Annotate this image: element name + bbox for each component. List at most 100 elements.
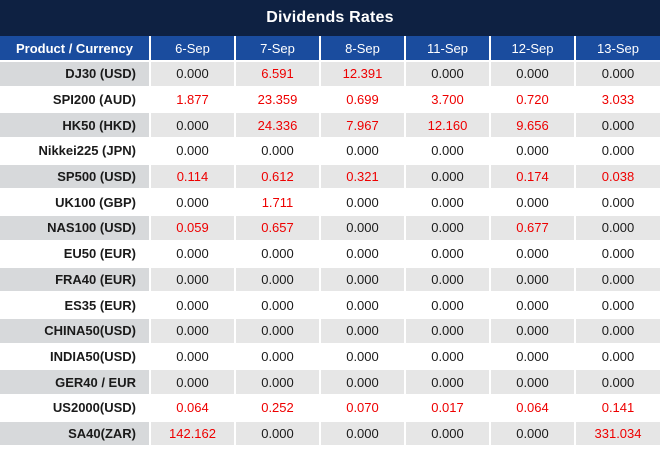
value-cell: 0.000 xyxy=(574,188,660,217)
table-row: DJ30 (USD) 0.000 6.591 12.391 0.000 0.00… xyxy=(0,60,660,88)
value-cell: 0.114 xyxy=(149,162,236,191)
date-header: 7-Sep xyxy=(234,35,321,62)
value-cell: 0.000 xyxy=(489,291,576,319)
value-cell: 12.391 xyxy=(319,60,406,88)
date-header: 11-Sep xyxy=(404,35,491,62)
value-cell: 0.000 xyxy=(574,239,660,268)
value-cell: 0.000 xyxy=(149,111,236,140)
value-cell: 0.612 xyxy=(234,162,321,191)
product-cell: Nikkei225 (JPN) xyxy=(0,137,151,165)
value-cell: 0.000 xyxy=(149,368,236,396)
table-row: NAS100 (USD) 0.059 0.657 0.000 0.000 0.6… xyxy=(0,214,660,242)
value-cell: 0.000 xyxy=(489,137,576,165)
value-cell: 0.000 xyxy=(149,316,236,345)
value-cell: 0.000 xyxy=(489,239,576,268)
rates-table: Product / Currency 6-Sep 7-Sep 8-Sep 11-… xyxy=(0,35,660,447)
table-row: CHINA50(USD) 0.000 0.000 0.000 0.000 0.0… xyxy=(0,316,660,345)
value-cell: 0.174 xyxy=(489,162,576,191)
value-cell: 3.700 xyxy=(404,85,491,114)
date-header: 6-Sep xyxy=(149,35,236,62)
date-header: 12-Sep xyxy=(489,35,576,62)
value-cell: 0.000 xyxy=(149,137,236,165)
value-cell: 0.141 xyxy=(574,393,660,422)
value-cell: 23.359 xyxy=(234,85,321,114)
value-cell: 0.000 xyxy=(234,239,321,268)
value-cell: 0.321 xyxy=(319,162,406,191)
table-row: GER40 / EUR 0.000 0.000 0.000 0.000 0.00… xyxy=(0,368,660,396)
value-cell: 0.000 xyxy=(319,342,406,371)
date-header: 8-Sep xyxy=(319,35,406,62)
value-cell: 0.000 xyxy=(404,239,491,268)
value-cell: 0.000 xyxy=(404,265,491,294)
value-cell: 24.336 xyxy=(234,111,321,140)
value-cell: 1.711 xyxy=(234,188,321,217)
value-cell: 0.000 xyxy=(149,342,236,371)
value-cell: 0.000 xyxy=(234,137,321,165)
value-cell: 6.591 xyxy=(234,60,321,88)
value-cell: 0.657 xyxy=(234,214,321,242)
table-row: INDIA50(USD) 0.000 0.000 0.000 0.000 0.0… xyxy=(0,342,660,371)
value-cell: 0.000 xyxy=(574,368,660,396)
product-cell: FRA40 (EUR) xyxy=(0,265,151,294)
table-row: EU50 (EUR) 0.000 0.000 0.000 0.000 0.000… xyxy=(0,239,660,268)
value-cell: 0.000 xyxy=(574,265,660,294)
value-cell: 0.038 xyxy=(574,162,660,191)
value-cell: 0.000 xyxy=(489,265,576,294)
value-cell: 0.000 xyxy=(319,291,406,319)
value-cell: 0.000 xyxy=(404,137,491,165)
product-currency-header: Product / Currency xyxy=(0,35,151,62)
value-cell: 7.967 xyxy=(319,111,406,140)
product-cell: SP500 (USD) xyxy=(0,162,151,191)
table-row: ES35 (EUR) 0.000 0.000 0.000 0.000 0.000… xyxy=(0,291,660,319)
value-cell: 0.000 xyxy=(574,60,660,88)
product-cell: UK100 (GBP) xyxy=(0,188,151,217)
value-cell: 0.000 xyxy=(404,419,491,447)
product-cell: GER40 / EUR xyxy=(0,368,151,396)
value-cell: 0.000 xyxy=(149,291,236,319)
value-cell: 0.000 xyxy=(234,368,321,396)
table-row: Nikkei225 (JPN) 0.000 0.000 0.000 0.000 … xyxy=(0,137,660,165)
value-cell: 0.699 xyxy=(319,85,406,114)
value-cell: 142.162 xyxy=(149,419,236,447)
product-cell: ES35 (EUR) xyxy=(0,291,151,319)
value-cell: 0.000 xyxy=(489,188,576,217)
value-cell: 0.000 xyxy=(404,162,491,191)
title-bar: Dividends Rates xyxy=(0,0,660,36)
value-cell: 0.252 xyxy=(234,393,321,422)
value-cell: 0.000 xyxy=(489,316,576,345)
value-cell: 0.064 xyxy=(489,393,576,422)
value-cell: 1.877 xyxy=(149,85,236,114)
value-cell: 0.000 xyxy=(404,60,491,88)
product-cell: DJ30 (USD) xyxy=(0,60,151,88)
value-cell: 0.000 xyxy=(234,291,321,319)
value-cell: 0.000 xyxy=(149,188,236,217)
table-row: SA40(ZAR) 142.162 0.000 0.000 0.000 0.00… xyxy=(0,419,660,447)
value-cell: 12.160 xyxy=(404,111,491,140)
value-cell: 0.059 xyxy=(149,214,236,242)
value-cell: 0.000 xyxy=(319,239,406,268)
value-cell: 0.000 xyxy=(319,188,406,217)
value-cell: 0.064 xyxy=(149,393,236,422)
value-cell: 3.033 xyxy=(574,85,660,114)
value-cell: 0.000 xyxy=(234,265,321,294)
table-row: SPI200 (AUD) 1.877 23.359 0.699 3.700 0.… xyxy=(0,85,660,114)
product-cell: EU50 (EUR) xyxy=(0,239,151,268)
value-cell: 0.000 xyxy=(404,316,491,345)
value-cell: 0.000 xyxy=(574,214,660,242)
value-cell: 0.000 xyxy=(319,316,406,345)
value-cell: 0.000 xyxy=(319,137,406,165)
value-cell: 0.000 xyxy=(234,342,321,371)
value-cell: 0.000 xyxy=(149,60,236,88)
product-cell: SPI200 (AUD) xyxy=(0,85,151,114)
value-cell: 0.000 xyxy=(234,419,321,447)
product-cell: CHINA50(USD) xyxy=(0,316,151,345)
product-cell: HK50 (HKD) xyxy=(0,111,151,140)
date-header: 13-Sep xyxy=(574,35,660,62)
product-cell: SA40(ZAR) xyxy=(0,419,151,447)
value-cell: 0.000 xyxy=(489,419,576,447)
value-cell: 0.000 xyxy=(234,316,321,345)
value-cell: 0.000 xyxy=(319,265,406,294)
value-cell: 9.656 xyxy=(489,111,576,140)
value-cell: 0.000 xyxy=(574,316,660,345)
